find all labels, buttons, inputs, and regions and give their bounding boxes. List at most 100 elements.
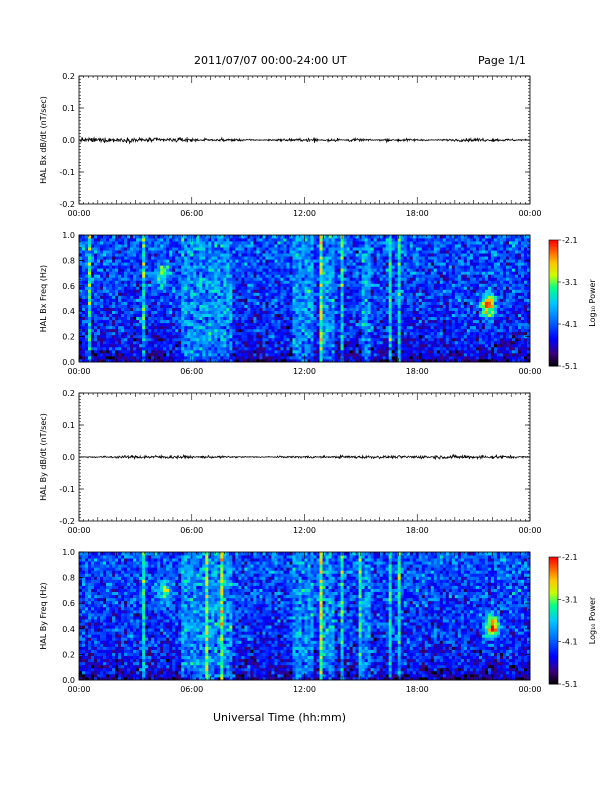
heatmap-cell: [244, 271, 248, 275]
heatmap-cell: [160, 319, 164, 324]
heatmap-cell: [115, 268, 119, 272]
heatmap-cell: [196, 235, 200, 239]
heatmap-cell: [154, 328, 158, 333]
heatmap-cell: [208, 253, 212, 257]
heatmap-cell: [328, 331, 332, 336]
heatmap-cell: [133, 256, 137, 260]
heatmap-cell: [295, 289, 299, 293]
heatmap-cell: [139, 262, 143, 266]
heatmap-cell: [307, 241, 311, 245]
heatmap-cell: [373, 271, 378, 275]
heatmap-cell: [253, 304, 257, 308]
heatmap-cell: [82, 286, 86, 290]
heatmap-cell: [268, 256, 272, 260]
heatmap-cell: [151, 319, 155, 324]
heatmap-cell: [91, 283, 95, 287]
heatmap-cell: [148, 265, 152, 269]
heatmap-cell: [175, 271, 179, 275]
heatmap-cell: [319, 298, 323, 302]
heatmap-cell: [109, 241, 113, 245]
heatmap-cell: [208, 259, 212, 263]
heatmap-cell: [268, 310, 272, 315]
heatmap-cell: [349, 286, 354, 290]
heatmap-cell: [304, 310, 308, 315]
heatmap-cell: [367, 262, 372, 266]
heatmap-cell: [136, 313, 140, 318]
heatmap-cell: [256, 304, 260, 308]
heatmap-cell: [247, 331, 251, 336]
heatmap-cell: [241, 319, 245, 324]
heatmap-cell: [253, 283, 257, 287]
heatmap-cell: [157, 277, 161, 281]
heatmap-cell: [367, 283, 372, 287]
heatmap-cell: [355, 283, 360, 287]
heatmap-cell: [217, 292, 221, 296]
heatmap-cell: [343, 313, 347, 318]
heatmap-cell: [370, 268, 375, 272]
heatmap-cell: [394, 235, 399, 239]
heatmap-cell: [121, 286, 125, 290]
heatmap-cell: [88, 250, 92, 254]
heatmap-cell: [250, 295, 254, 299]
heatmap-cell: [160, 334, 164, 339]
heatmap-cell: [211, 322, 215, 327]
heatmap-cell: [244, 319, 248, 324]
heatmap-cell: [148, 313, 152, 318]
heatmap-cell: [253, 310, 257, 315]
heatmap-cell: [121, 268, 125, 272]
heatmap-cell: [109, 340, 113, 345]
heatmap-cell: [235, 304, 239, 308]
heatmap-cell: [172, 337, 176, 342]
heatmap-cell: [337, 253, 341, 257]
heatmap-cell: [175, 337, 179, 342]
heatmap-cell: [187, 292, 191, 296]
heatmap-cell: [139, 310, 143, 315]
heatmap-cell: [301, 325, 305, 330]
heatmap-cell: [127, 262, 131, 266]
heatmap-cell: [154, 289, 158, 293]
heatmap-cell: [328, 304, 332, 308]
heatmap-cell: [193, 307, 197, 311]
heatmap-cell: [145, 343, 149, 348]
heatmap-cell: [244, 289, 248, 293]
heatmap-cell: [328, 238, 332, 242]
heatmap-cell: [250, 331, 254, 336]
heatmap-cell: [163, 262, 167, 266]
heatmap-cell: [160, 343, 164, 348]
heatmap-cell: [220, 337, 224, 342]
heatmap-cell: [106, 280, 110, 284]
heatmap-cell: [211, 280, 215, 284]
heatmap-cell: [349, 259, 354, 263]
heatmap-cell: [400, 259, 405, 263]
heatmap-cell: [94, 334, 98, 339]
heatmap-cell: [388, 262, 393, 266]
heatmap-cell: [217, 349, 221, 354]
heatmap-cell: [259, 277, 263, 281]
heatmap-cell: [163, 235, 167, 239]
heatmap-cell: [307, 259, 311, 263]
heatmap-cell: [304, 259, 308, 263]
heatmap-cell: [385, 358, 390, 363]
heatmap-cell: [394, 280, 399, 284]
heatmap-cell: [400, 280, 405, 284]
heatmap-cell: [316, 235, 320, 239]
heatmap-cell: [289, 262, 293, 266]
heatmap-cell: [394, 322, 399, 327]
heatmap-cell: [130, 301, 134, 305]
heatmap-cell: [79, 313, 83, 318]
heatmap-cell: [379, 235, 384, 239]
heatmap-cell: [391, 355, 396, 360]
heatmap-cell: [406, 256, 411, 260]
heatmap-cell: [271, 256, 275, 260]
heatmap-cell: [349, 238, 354, 242]
heatmap-cell: [136, 244, 140, 248]
heatmap-cell: [256, 235, 260, 239]
heatmap-cell: [289, 277, 293, 281]
heatmap-cell: [268, 295, 272, 299]
heatmap-cell: [226, 250, 230, 254]
heatmap-cell: [352, 235, 357, 239]
heatmap-cell: [304, 355, 308, 360]
heatmap-cell: [409, 349, 414, 354]
heatmap-cell: [253, 289, 257, 293]
heatmap-cell: [352, 244, 357, 248]
